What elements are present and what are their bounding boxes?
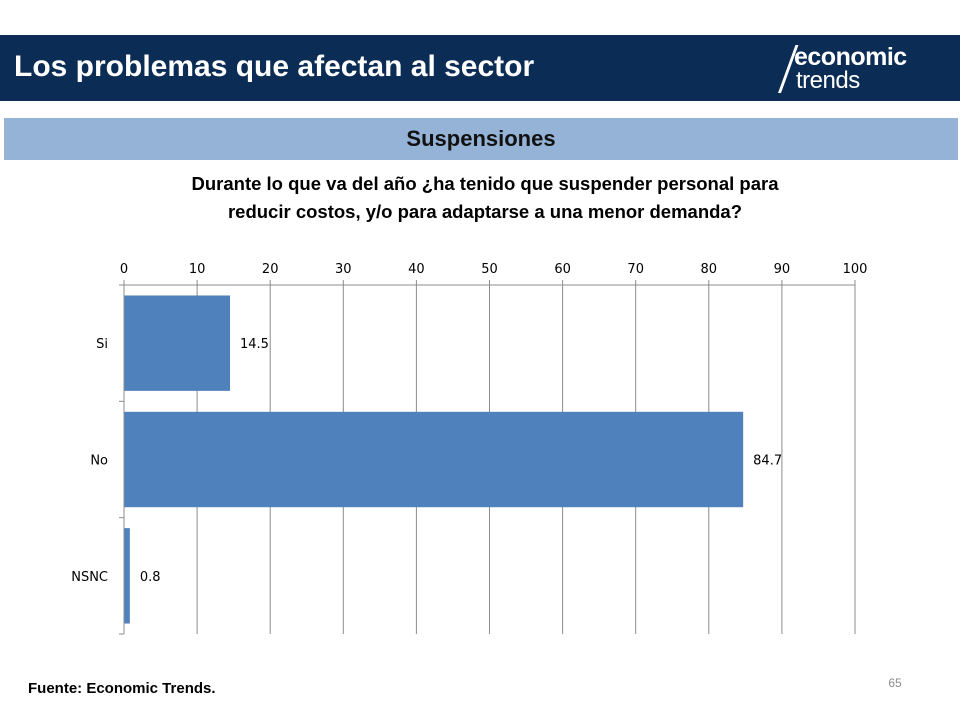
section-bar: Suspensiones — [4, 118, 958, 160]
economic-trends-logo: economic trends — [776, 43, 946, 95]
x-tick-label-2: 20 — [262, 262, 279, 277]
bar-no — [124, 411, 744, 508]
bar-nsnc — [124, 528, 130, 624]
page-number: 65 — [888, 676, 902, 690]
header-bar: Los problemas que afectan al sector econ… — [0, 35, 960, 101]
x-tick-label-7: 70 — [627, 262, 644, 277]
category-label-si: Si — [96, 337, 108, 352]
category-label-nsnc: NSNC — [71, 570, 108, 585]
category-label-no: No — [90, 454, 108, 469]
value-label-si: 14.5 — [240, 337, 269, 352]
chart-question: Durante lo que va del año ¿ha tenido que… — [120, 170, 850, 226]
source-note: Fuente: Economic Trends. — [28, 680, 216, 697]
value-label-nsnc: 0.8 — [140, 570, 161, 585]
page-title: Los problemas que afectan al sector — [14, 50, 535, 83]
section-title: Suspensiones — [406, 126, 556, 151]
x-tick-label-0: 0 — [120, 262, 128, 277]
bar-si — [124, 295, 230, 391]
logo-text-top: economic — [794, 43, 907, 71]
value-label-no: 84.7 — [753, 454, 782, 469]
x-tick-label-1: 10 — [189, 262, 206, 277]
question-line-1: Durante lo que va del año ¿ha tenido que… — [191, 173, 779, 194]
x-tick-label-5: 50 — [481, 262, 498, 277]
x-tick-label-3: 30 — [335, 262, 352, 277]
x-tick-label-9: 90 — [774, 262, 791, 277]
x-tick-label-8: 80 — [701, 262, 718, 277]
x-tick-label-6: 60 — [554, 262, 571, 277]
x-tick-label-4: 40 — [408, 262, 425, 277]
x-tick-label-10: 100 — [843, 262, 868, 277]
question-line-2: reducir costos, y/o para adaptarse a una… — [227, 201, 743, 222]
logo-text-bottom: trends — [796, 67, 860, 94]
